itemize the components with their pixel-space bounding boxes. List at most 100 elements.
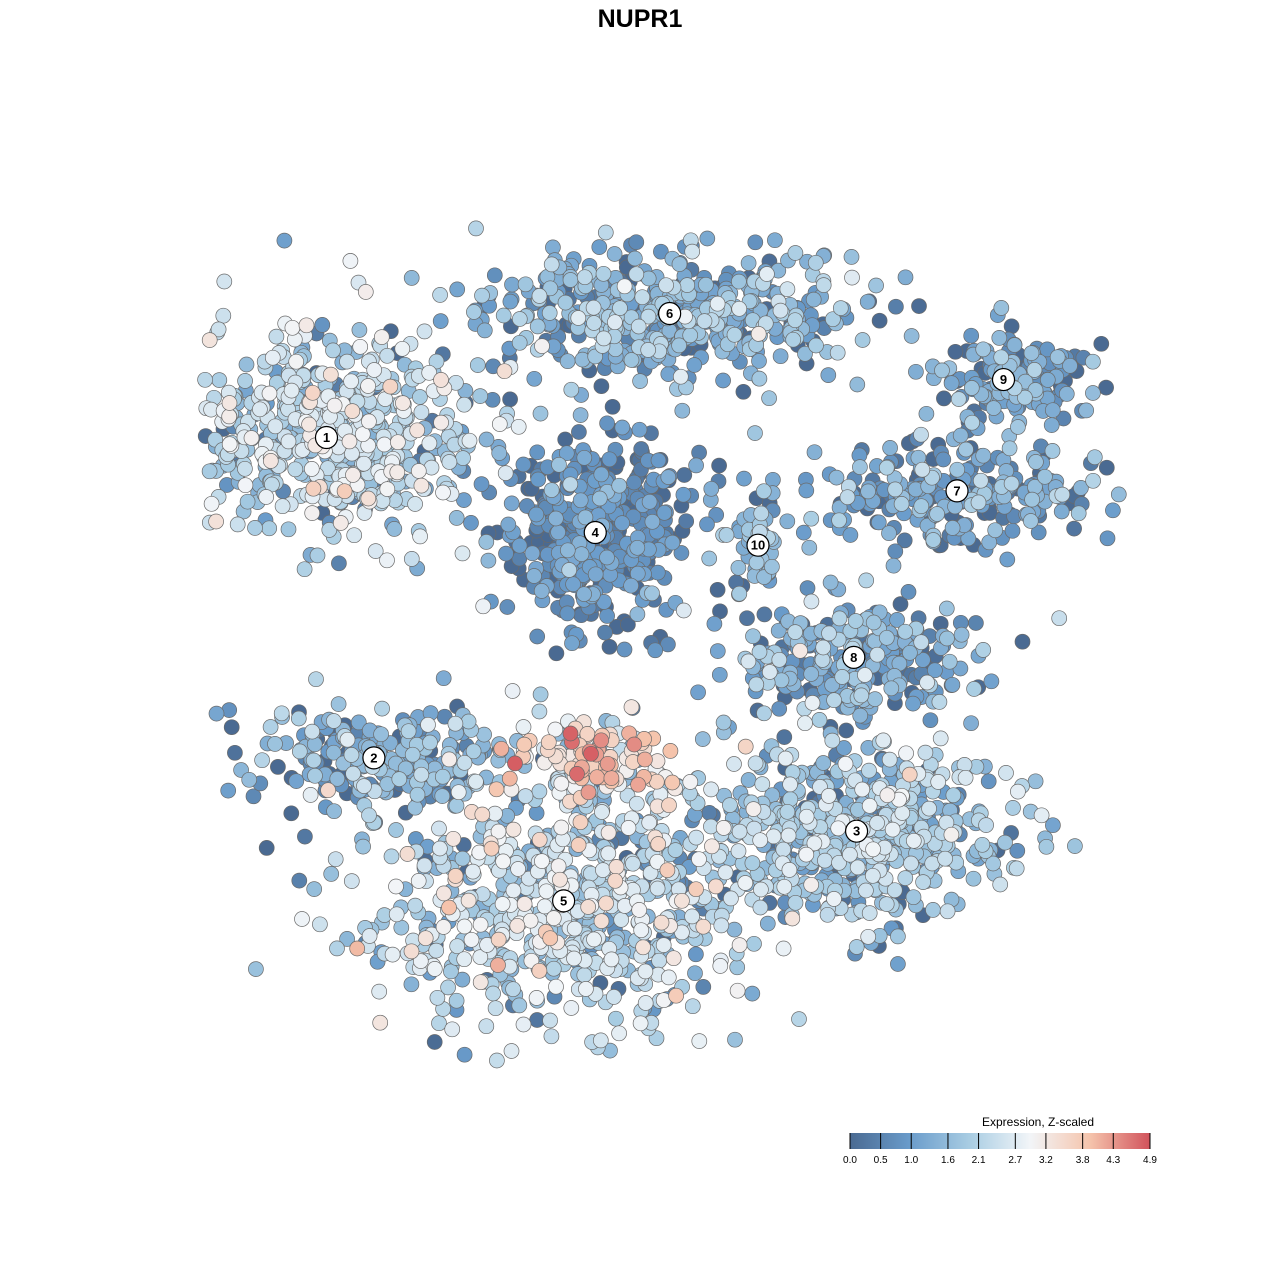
scatter-point [432, 840, 448, 857]
scatter-point [474, 806, 491, 823]
scatter-point [637, 963, 654, 980]
scatter-point [447, 715, 464, 732]
scatter-point [897, 870, 914, 886]
scatter-point [598, 895, 614, 912]
cluster-label-text: 7 [953, 483, 960, 498]
cluster-label-1: 1 [314, 425, 339, 450]
scatter-point [747, 425, 763, 441]
scatter-point [1033, 807, 1050, 824]
scatter-point [302, 787, 319, 803]
scatter-point [478, 1018, 495, 1035]
scatter-point [421, 435, 438, 452]
scatter-point [797, 345, 813, 362]
scatter-point [819, 906, 836, 923]
scatter-point [957, 769, 974, 786]
scatter-point [628, 795, 645, 812]
scatter-point [898, 745, 914, 762]
scatter-point [422, 734, 438, 751]
scatter-point [441, 454, 458, 470]
legend-tick-label: 4.9 [1143, 1155, 1157, 1166]
scatter-point [264, 349, 281, 366]
scatter-point [351, 322, 368, 338]
cluster-label-text: 2 [370, 750, 377, 765]
cluster-label-5: 5 [552, 889, 576, 913]
scatter-point [505, 981, 521, 998]
scatter-point [413, 404, 430, 421]
scatter-point [641, 814, 658, 831]
scatter-point [502, 293, 519, 310]
scatter-point [327, 851, 344, 868]
scatter-point [268, 328, 285, 345]
scatter-point [561, 562, 578, 578]
scatter-point [985, 400, 1002, 416]
scatter-point [797, 715, 813, 732]
cluster-label-text: 5 [560, 893, 567, 908]
scatter-point [847, 613, 864, 629]
scatter-point [306, 881, 323, 897]
scatter-point [480, 552, 497, 569]
scatter-point [861, 797, 878, 814]
scatter-point [1086, 449, 1103, 466]
scatter-point [559, 353, 576, 370]
scatter-point [454, 971, 471, 988]
scatter-point [227, 744, 243, 761]
scatter-point [276, 232, 293, 249]
scatter-point [626, 736, 643, 753]
scatter-point [254, 752, 270, 769]
scatter-point [416, 323, 433, 340]
scatter-point [386, 521, 403, 537]
scatter-point [428, 353, 445, 370]
scatter-point [245, 788, 262, 805]
scatter-point [699, 516, 715, 533]
cluster-label-4: 4 [583, 520, 607, 545]
scatter-point [998, 765, 1014, 781]
scatter-point [1058, 386, 1075, 402]
scatter-point [349, 940, 366, 957]
scatter-point [355, 838, 371, 855]
scatter-point [516, 736, 533, 753]
scatter-point [871, 312, 888, 329]
scatter-point [1110, 486, 1127, 503]
scatter-point [517, 788, 534, 804]
scatter-point [975, 447, 992, 464]
scatter-point [914, 461, 931, 478]
scatter-point [917, 744, 934, 761]
scatter-point [974, 836, 991, 853]
scatter-point [925, 532, 942, 548]
scatter-point [698, 276, 714, 293]
scatter-point [389, 464, 406, 481]
scatter-point [894, 805, 911, 821]
scatter-point [633, 441, 650, 457]
scatter-point [832, 300, 849, 316]
scatter-point [606, 989, 622, 1005]
scatter-point [468, 220, 484, 237]
scatter-point [629, 539, 646, 556]
scatter-point [887, 481, 904, 498]
scatter-point [356, 778, 372, 794]
scatter-point [776, 878, 793, 895]
scatter-point [241, 771, 258, 788]
scatter-point [691, 1033, 708, 1049]
scatter-point [534, 853, 550, 869]
scatter-point [531, 831, 548, 848]
scatter-point [595, 862, 611, 878]
scatter-point [828, 469, 845, 486]
scatter-point [1098, 459, 1115, 476]
scatter-point [944, 520, 961, 536]
scatter-point [528, 990, 545, 1006]
scatter-point [345, 765, 361, 782]
scatter-point [857, 667, 873, 683]
scatter-point [551, 456, 567, 473]
scatter-point [1005, 800, 1021, 816]
scatter-point [443, 963, 459, 980]
scatter-point [403, 270, 420, 286]
scatter-point [991, 330, 1008, 346]
scatter-point [626, 474, 642, 491]
scatter-point [731, 273, 747, 290]
scatter-point [474, 287, 490, 304]
scatter-point [1051, 610, 1068, 627]
scatter-point [781, 862, 798, 878]
scatter-point [360, 378, 376, 394]
scatter-point [722, 797, 738, 813]
scatter-point [637, 995, 654, 1011]
